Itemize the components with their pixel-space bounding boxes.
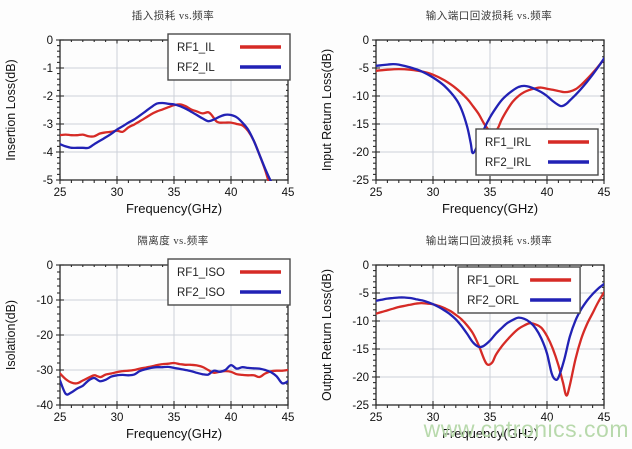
svg-text:-15: -15: [352, 119, 369, 131]
series-RF1_ORL-curve: [376, 291, 604, 397]
svg-text:40: 40: [541, 187, 554, 199]
svg-text:-20: -20: [352, 147, 369, 159]
svg-text:0: 0: [363, 35, 369, 47]
svg-text:35: 35: [168, 187, 181, 199]
gridlines: [60, 40, 288, 180]
plot-border: [375, 39, 605, 181]
svg-text:30: 30: [111, 187, 124, 199]
legend-box: RF1_IL RF2_IL: [167, 33, 291, 81]
svg-text:45: 45: [282, 187, 295, 199]
chart-canvas-output-return-loss: 25 30 35 40 45 0 -5 -10 -15 -20 -25 Frequency(GHz) O…: [320, 260, 610, 441]
svg-text:-40: -40: [36, 400, 53, 412]
x-axis-label: Frequency(GHz): [126, 201, 222, 216]
x-axis-label: Frequency(GHz): [442, 426, 538, 441]
y-axis-label: Isolation(dB): [4, 300, 18, 370]
svg-text:-10: -10: [352, 91, 369, 103]
svg-text:-25: -25: [352, 400, 369, 412]
svg-text:-5: -5: [359, 288, 369, 300]
svg-text:30: 30: [111, 412, 124, 424]
legend-label-RF1_IL: RF1_IL: [177, 42, 215, 54]
svg-text:-5: -5: [359, 63, 369, 75]
legend-box: RF1_ISO RF2_ISO: [167, 258, 291, 306]
tick-labels: 25 30 35 40 45 0 -5 -10 -15 -20 -25: [352, 260, 610, 424]
y-axis-label: Insertion Loss(dB): [4, 59, 18, 160]
legend-label-RF1_ORL: RF1_ORL: [467, 275, 519, 287]
legend-label-RF1_ISO: RF1_ISO: [177, 267, 225, 279]
svg-text:-3: -3: [43, 119, 53, 131]
svg-text:-20: -20: [352, 372, 369, 384]
svg-text:-2: -2: [43, 91, 53, 103]
legend-box: RF1_ORL RF2_ORL: [457, 266, 581, 314]
svg-text:45: 45: [282, 412, 295, 424]
svg-text:-1: -1: [43, 63, 53, 75]
y-axis-label: Output Return Loss(dB): [320, 269, 334, 401]
legend-label-RF2_ORL: RF2_ORL: [467, 295, 519, 307]
legend-box: RF1_IRL RF2_IRL: [475, 128, 599, 176]
series-RF2_ORL-curve: [376, 282, 604, 382]
x-axis-label: Frequency(GHz): [126, 426, 222, 441]
svg-text:25: 25: [54, 412, 67, 424]
svg-text:35: 35: [484, 187, 497, 199]
legend-label-RF2_IRL: RF2_IRL: [485, 157, 532, 169]
legend-label-RF1_IRL: RF1_IRL: [485, 137, 532, 149]
svg-text:45: 45: [598, 187, 611, 199]
svg-text:25: 25: [370, 187, 383, 199]
svg-text:-10: -10: [36, 295, 53, 307]
series-RF2_ISO-curve: [60, 363, 288, 396]
svg-text:30: 30: [427, 412, 440, 424]
svg-text:40: 40: [225, 412, 238, 424]
chart-title-input-return-loss: 输入端口回波损耗 vs.频率: [425, 11, 553, 22]
svg-text:40: 40: [541, 412, 554, 424]
legend-label-RF2_IL: RF2_IL: [177, 62, 215, 74]
svg-text:40: 40: [225, 187, 238, 199]
chart-output-return-loss: 输出端口回波损耗 vs.频率 25 30 35 40 45 0 -5 -10 -15 -20 -25…: [316, 225, 632, 449]
series-RF1_IRL-curve: [376, 57, 604, 135]
y-axis-label: Input Return Loss(dB): [320, 49, 334, 171]
chart-canvas-insertion-loss: 25 30 35 40 45 0 -1 -2 -3 -4 -5 Frequency(GHz) Inser…: [4, 33, 295, 216]
svg-text:0: 0: [363, 260, 369, 272]
svg-text:30: 30: [427, 187, 440, 199]
chart-title-output-return-loss: 输出端口回波损耗 vs.频率: [425, 236, 553, 247]
series-RF1_IL-curve: [60, 103, 270, 181]
legend-label-RF2_ISO: RF2_ISO: [177, 287, 225, 299]
tick-labels: 25 30 35 40 45 0 -10 -20 -30 -40: [36, 260, 294, 424]
svg-text:-30: -30: [36, 365, 53, 377]
chart-canvas-isolation: 25 30 35 40 45 0 -10 -20 -30 -40 Frequency(GHz) Iso…: [4, 258, 294, 441]
plot-border: [375, 264, 605, 406]
svg-text:25: 25: [54, 187, 67, 199]
series-RF2_IL-curve: [60, 101, 272, 181]
chart-canvas-input-return-loss: 25 30 35 40 45 0 -5 -10 -15 -20 -25 Frequency(GHz) I…: [320, 35, 610, 216]
tick-labels: 25 30 35 40 45 0 -1 -2 -3 -4 -5: [43, 35, 295, 199]
svg-text:0: 0: [47, 260, 53, 272]
svg-text:-15: -15: [352, 344, 369, 356]
svg-text:35: 35: [484, 412, 497, 424]
x-axis-label: Frequency(GHz): [442, 201, 538, 216]
svg-text:0: 0: [47, 35, 53, 47]
svg-text:45: 45: [598, 412, 611, 424]
chart-input-return-loss: 输入端口回波损耗 vs.频率 25 30 35 40 45 0 -5 -10 -15 -20 -25…: [316, 0, 632, 225]
svg-text:-20: -20: [36, 330, 53, 342]
svg-text:35: 35: [168, 412, 181, 424]
svg-text:-5: -5: [43, 175, 53, 187]
svg-text:-10: -10: [352, 316, 369, 328]
series-RF1_ISO-curve: [60, 361, 288, 385]
chart-title-isolation: 隔离度 vs.频率: [137, 236, 209, 247]
svg-text:-25: -25: [352, 175, 369, 187]
tick-labels: 25 30 35 40 45 0 -5 -10 -15 -20 -25: [352, 35, 610, 199]
svg-text:25: 25: [370, 412, 383, 424]
chart-isolation: 隔离度 vs.频率 25 30 35 40 45 0 -10 -20 -30 -40 Frequen…: [0, 225, 316, 449]
svg-text:-4: -4: [43, 147, 54, 159]
chart-insertion-loss: 插入损耗 vs.频率 25 30 35 40 45 0 -1 -2 -3 -4 -5 Frequenc…: [0, 0, 316, 225]
series-RF2_IRL-curve: [376, 57, 604, 155]
chart-title-insertion-loss: 插入损耗 vs.频率: [131, 11, 215, 22]
